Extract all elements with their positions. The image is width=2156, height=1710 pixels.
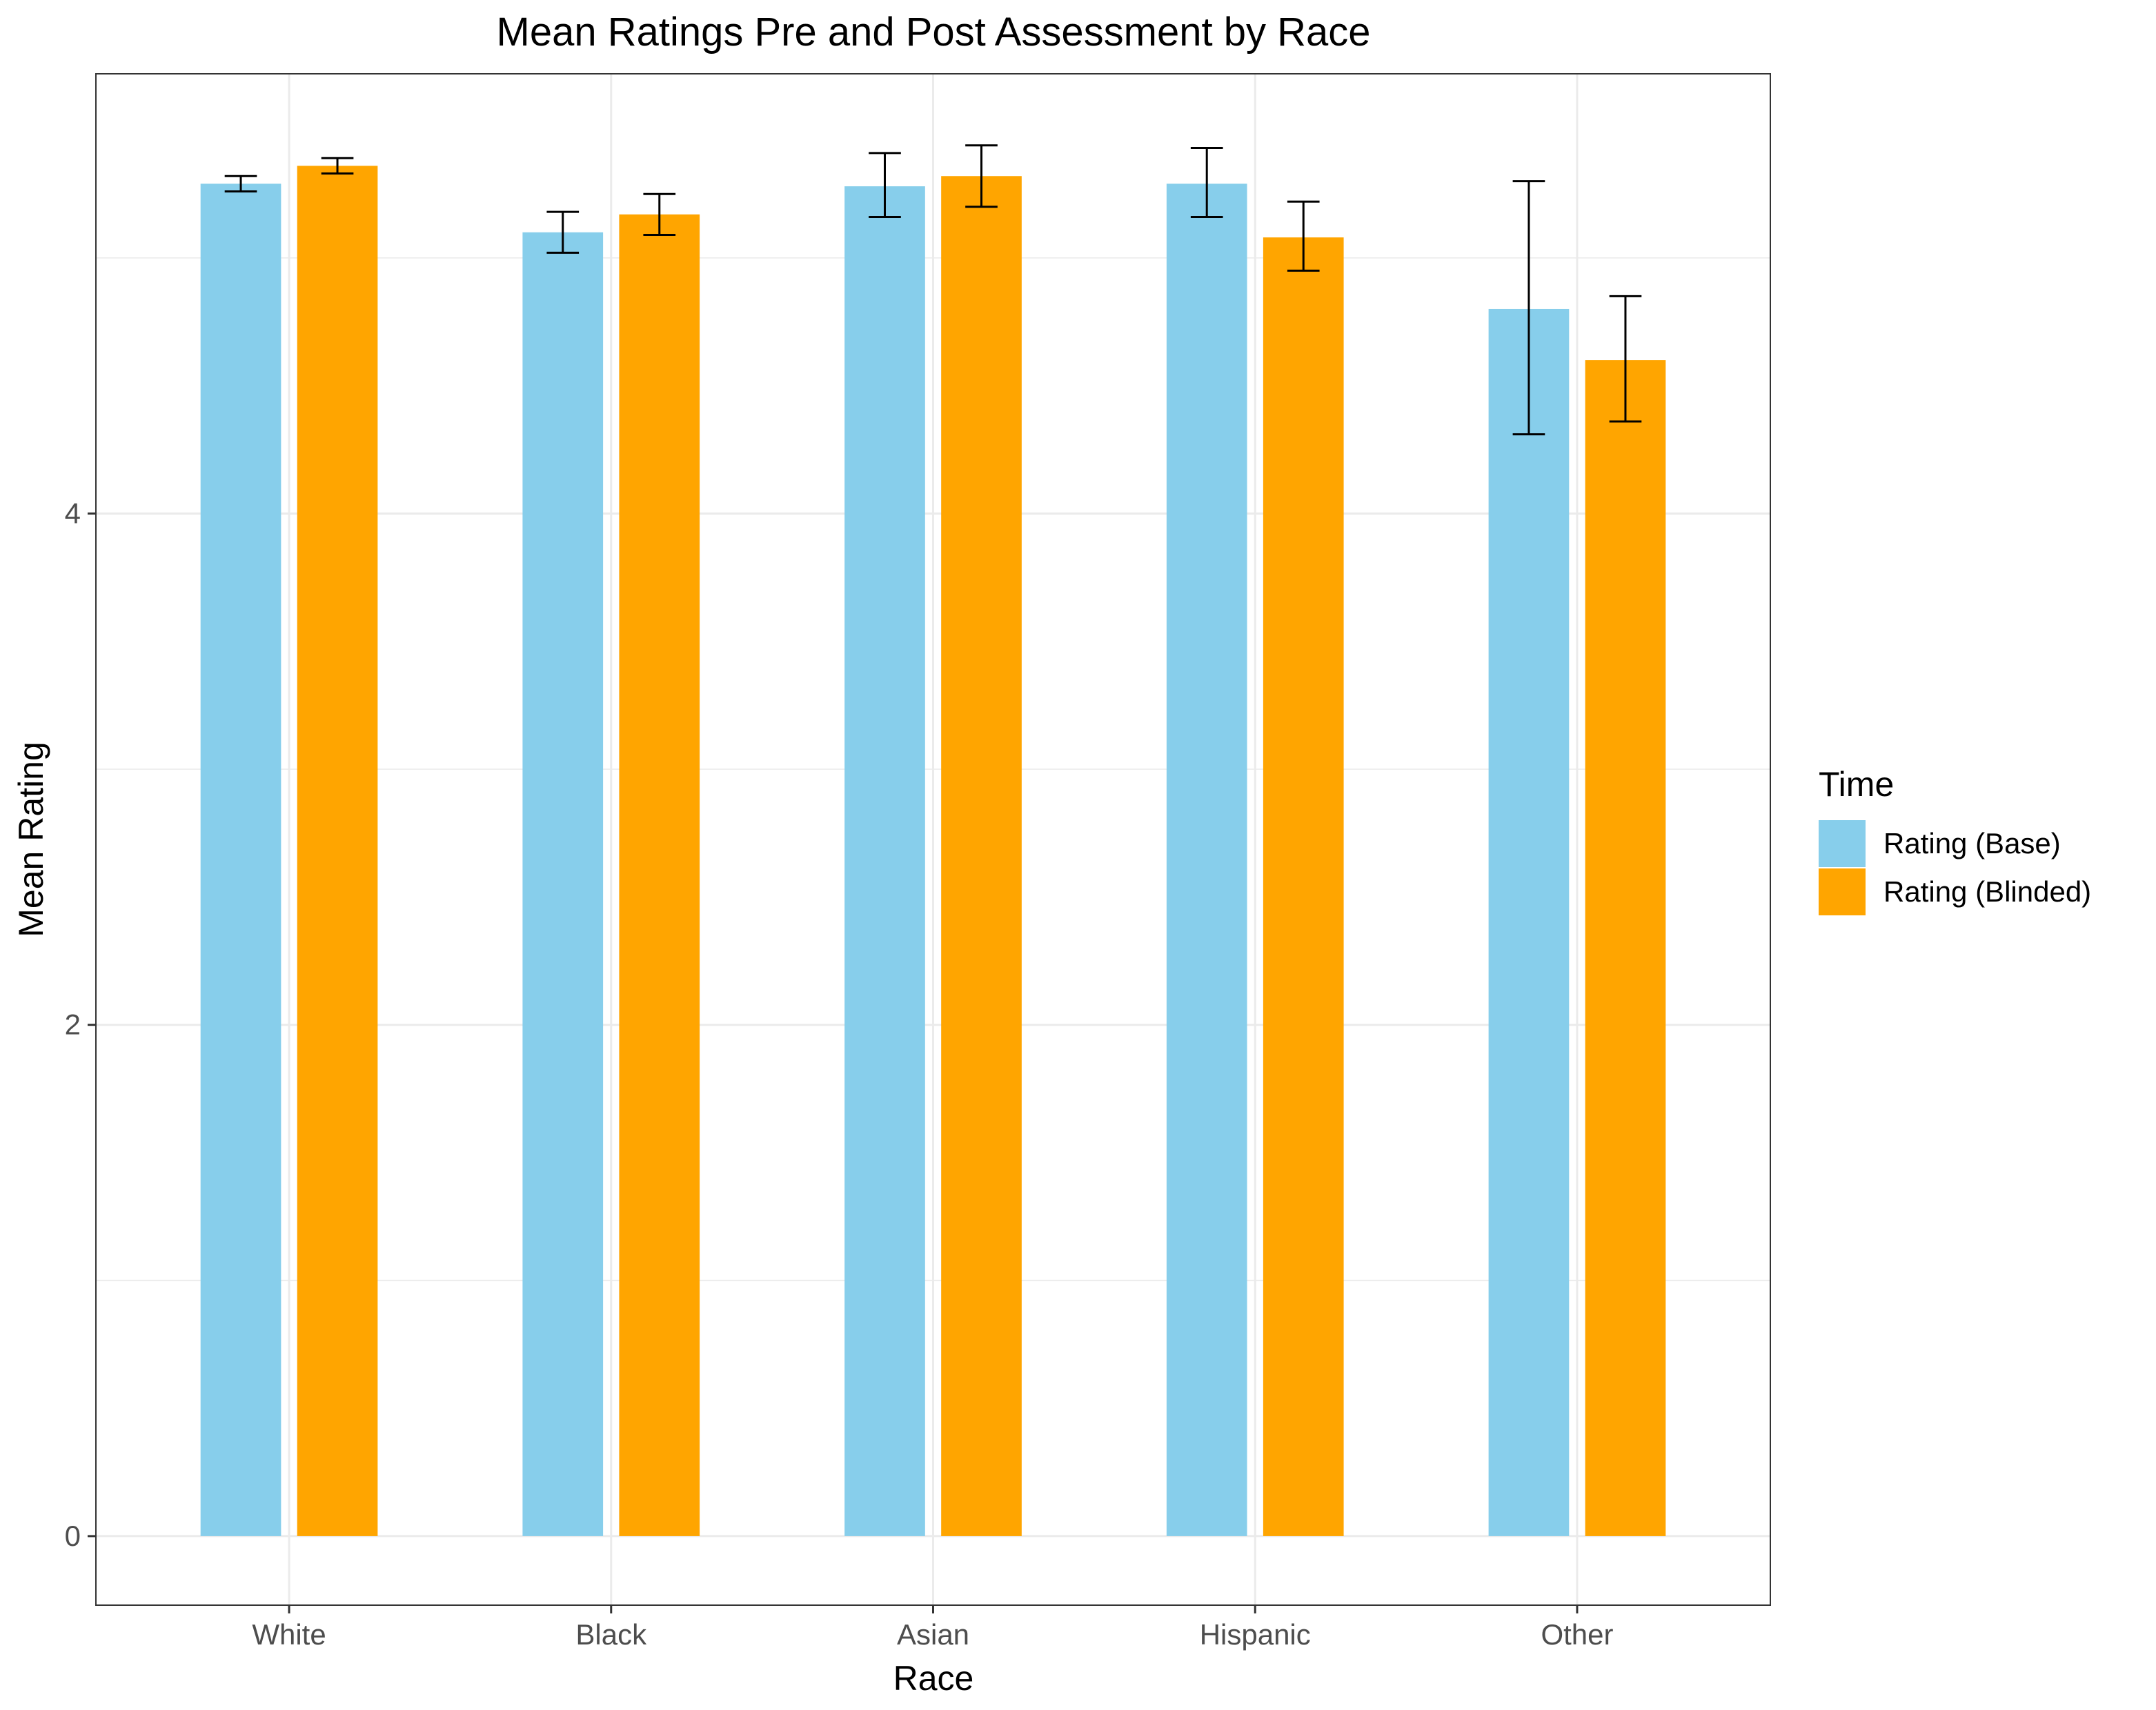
bar-blinded <box>619 214 700 1536</box>
x-tick-label: Hispanic <box>1200 1618 1311 1651</box>
y-axis-title: Mean Rating <box>12 742 50 937</box>
error-bars-layer <box>224 144 1642 436</box>
x-tick-label: Asian <box>897 1618 969 1651</box>
bar-blinded <box>1585 360 1666 1536</box>
y-axis: 0 2 4 <box>65 497 96 1552</box>
legend-key-base <box>1819 820 1866 867</box>
bar-base <box>1166 183 1247 1536</box>
bar-base <box>1488 308 1570 1536</box>
bar-blinded <box>1263 237 1344 1536</box>
legend-key-blinded <box>1819 868 1866 915</box>
bars-layer <box>200 166 1666 1536</box>
bar-base <box>200 183 281 1536</box>
legend: Time Rating (Base) Rating (Blinded) <box>1819 765 2091 915</box>
y-tick-label: 4 <box>65 497 81 529</box>
x-axis-title: Race <box>893 1659 974 1698</box>
bar-base <box>522 232 604 1536</box>
x-tick-label: White <box>252 1618 326 1651</box>
x-axis: White Black Asian Hispanic Other <box>252 1605 1613 1651</box>
y-tick-label: 0 <box>65 1520 81 1552</box>
chart-title: Mean Ratings Pre and Post Assessment by … <box>497 10 1371 54</box>
x-tick-label: Black <box>575 1618 647 1651</box>
legend-title: Time <box>1819 765 1894 804</box>
x-tick-label: Other <box>1541 1618 1613 1651</box>
bar-base <box>844 186 925 1536</box>
major-gridlines <box>96 74 1770 1605</box>
legend-label-blinded: Rating (Blinded) <box>1883 875 2091 908</box>
legend-label-base: Rating (Base) <box>1883 827 2061 859</box>
y-tick-label: 2 <box>65 1008 81 1041</box>
bar-blinded <box>941 176 1022 1536</box>
bar-blinded <box>297 166 378 1536</box>
